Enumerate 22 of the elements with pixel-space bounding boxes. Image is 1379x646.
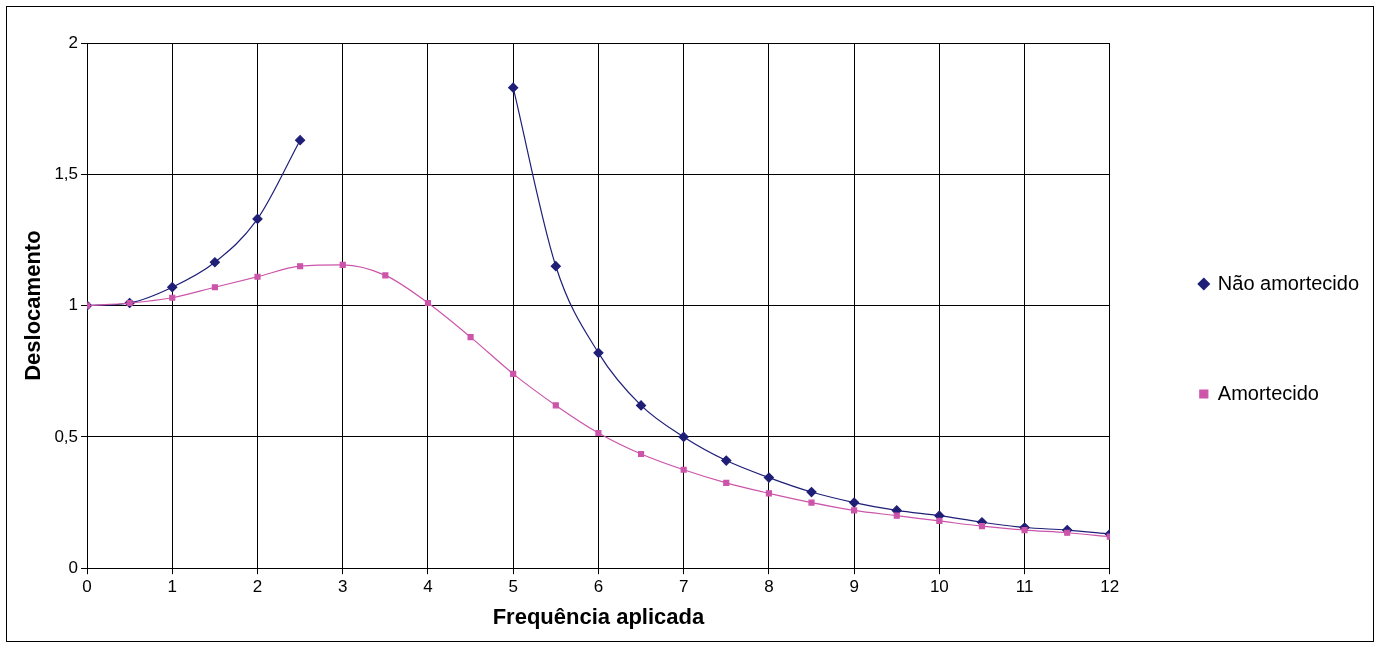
y-tick-label: 1,5 (54, 163, 79, 183)
y-tick-label: 0,5 (54, 426, 79, 446)
x-tick-label: 11 (1015, 577, 1034, 597)
x-tick-label: 4 (423, 577, 433, 597)
x-tick-label: 7 (678, 577, 689, 597)
x-tick-label: 5 (508, 577, 518, 597)
y-tick-label: 0 (68, 557, 79, 577)
x-tick-label: 12 (1100, 577, 1120, 597)
x-tick-label: 2 (252, 577, 263, 597)
x-tick-label: 10 (929, 577, 949, 597)
legend-label: Amortecido (1217, 381, 1319, 404)
y-tick-label: 2 (68, 32, 79, 52)
x-tick-label: 0 (82, 577, 92, 597)
y-axis-title: Deslocamento (20, 230, 46, 381)
x-tick-label: 8 (764, 577, 774, 597)
x-tick-label: 9 (849, 577, 859, 597)
x-tick-label: 3 (337, 577, 348, 597)
y-tick-label: 1 (68, 295, 79, 315)
legend-label: Não amortecido (1217, 271, 1360, 294)
x-axis-title: Frequência aplicada (492, 603, 705, 629)
x-tick-label: 1 (167, 577, 177, 597)
x-tick-label: 6 (593, 577, 604, 597)
